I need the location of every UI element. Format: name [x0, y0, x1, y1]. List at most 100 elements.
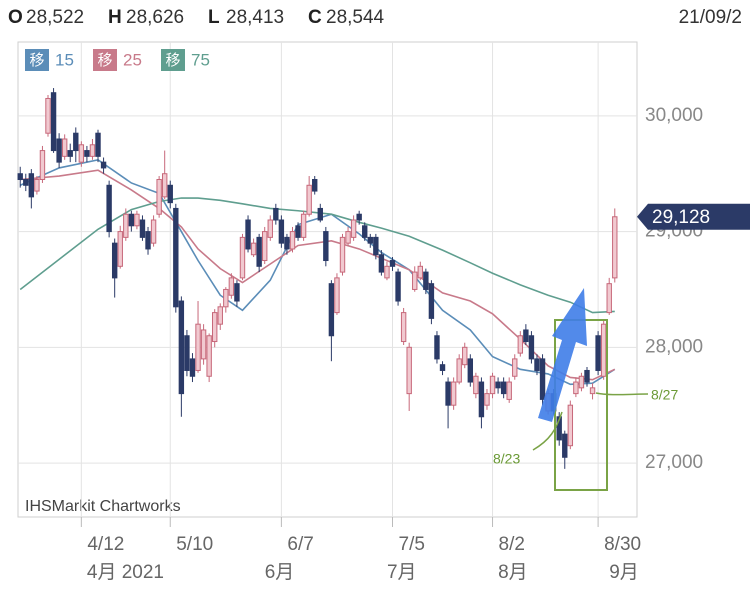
candle-body [578, 375, 585, 389]
header-value: 28,522 [26, 7, 84, 28]
candle-body [384, 265, 390, 279]
header-date: 21/09/2 [679, 7, 742, 28]
candle-body [295, 225, 301, 238]
candle-body [150, 219, 157, 244]
candle-body [117, 231, 123, 267]
price-tag [637, 203, 750, 230]
candle-body [17, 173, 23, 181]
y-tick-label: 30,000 [645, 105, 703, 126]
candle-body [495, 381, 501, 389]
candle-body [23, 179, 29, 186]
candle-body [267, 219, 273, 238]
candle-body [339, 236, 346, 273]
legend-badge [25, 49, 49, 71]
candle-body [484, 393, 490, 406]
candle-body [306, 184, 312, 215]
header-label: H [108, 7, 122, 28]
candle-body [606, 283, 612, 314]
legend-badge-text: 移 [29, 52, 44, 69]
candle-body [345, 231, 351, 244]
candle-body [317, 207, 323, 221]
plot-frame [17, 41, 638, 518]
candle-body [139, 219, 146, 238]
legend-badge-text: 移 [165, 52, 180, 69]
price-tag-label: 29,128 [652, 207, 710, 228]
legend-label: 75 [191, 50, 210, 69]
candle-body [612, 216, 618, 279]
month-label: 7月 [387, 562, 417, 583]
arrow [538, 288, 587, 422]
x-tick-label: 8/30 [604, 534, 641, 555]
x-tick-label: 8/2 [499, 534, 525, 555]
watermark: IHSMarkit Chartworks [25, 498, 181, 515]
header-value: 28,544 [326, 7, 385, 28]
candle-body [134, 213, 140, 227]
candle-body [367, 236, 373, 244]
candle-body [78, 144, 85, 163]
candle-body [111, 242, 118, 279]
candle-body [256, 236, 262, 267]
candle-body [206, 335, 212, 377]
ma-line [19, 197, 615, 314]
candle-body [28, 173, 35, 198]
candle-body [84, 150, 90, 157]
candle-body [478, 381, 485, 418]
candle-body [389, 260, 396, 267]
candle-body [289, 231, 296, 250]
candle-body [539, 358, 546, 400]
candle-body [434, 335, 440, 360]
candle-body [423, 271, 429, 290]
legend-badge-text: 移 [97, 52, 112, 69]
legend-label: 25 [123, 50, 142, 69]
candle-body [556, 416, 562, 441]
candle-body [528, 335, 535, 360]
candle-body [473, 375, 479, 395]
candle-body [284, 236, 290, 250]
candle-body [273, 207, 279, 221]
candle-body [239, 236, 246, 279]
candle-body [417, 265, 423, 279]
candle-body [173, 207, 179, 308]
candle-body [445, 381, 451, 406]
candle-body [45, 97, 51, 134]
candle-body [234, 283, 240, 302]
candle-body [406, 346, 412, 395]
candle-body [467, 358, 474, 383]
candle-body [228, 277, 235, 296]
candle-body [34, 179, 40, 192]
candle-body [123, 213, 129, 238]
candle-body [250, 242, 257, 256]
candle-body [262, 231, 268, 262]
candle-body [534, 358, 540, 371]
candle-body [312, 179, 318, 192]
candle-body [373, 236, 379, 256]
candle-body [73, 132, 79, 152]
month-label: 4月 2021 [87, 562, 164, 583]
candle-body [167, 184, 173, 204]
candle-body [189, 358, 196, 377]
candle-body [200, 329, 207, 360]
candle-body [412, 271, 418, 290]
candle-body [89, 144, 96, 157]
candle-body [573, 381, 579, 395]
month-label: 9月 [609, 562, 639, 583]
candle-body [506, 381, 512, 400]
candle-body [562, 433, 568, 458]
candle-body [61, 138, 68, 157]
x-tick-label: 6/7 [287, 534, 313, 555]
header-label: C [308, 7, 322, 28]
candle-body [217, 306, 223, 325]
candle-body [161, 173, 168, 198]
candle-body [334, 277, 340, 314]
candle-body [278, 219, 285, 244]
legend-badge [93, 49, 117, 71]
candle-body [95, 132, 101, 157]
candle-body [106, 184, 112, 233]
annotation: 8/23 [493, 451, 520, 467]
header-label: L [208, 7, 220, 28]
candle-body [456, 358, 462, 383]
candle-body [67, 150, 73, 157]
header-label: O [8, 7, 23, 28]
legend-label: 15 [55, 50, 74, 69]
